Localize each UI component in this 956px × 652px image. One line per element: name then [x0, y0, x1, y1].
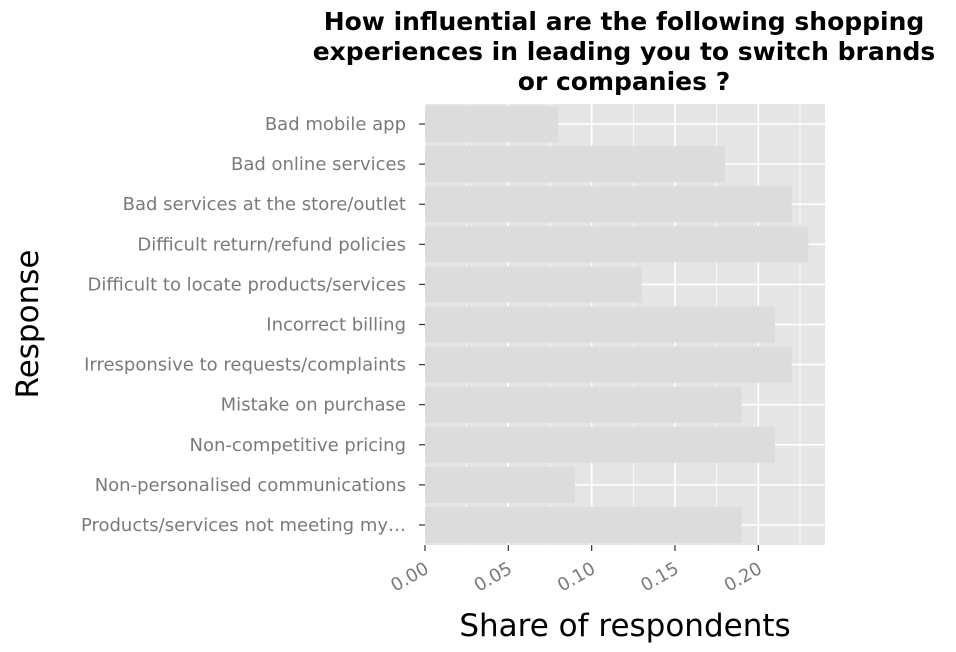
y-tick-label: Bad mobile app	[265, 114, 406, 135]
chart-title-line-1: How influential are the following shoppi…	[324, 7, 925, 36]
y-tick-label: Products/services not meeting my…	[81, 515, 406, 536]
bar	[425, 506, 742, 543]
y-tick-label: Non-competitive pricing	[190, 435, 406, 456]
y-tick-label: Bad services at the store/outlet	[123, 194, 406, 215]
x-tick-label: 0.10	[554, 558, 599, 596]
x-tick-label: 0.00	[387, 558, 432, 596]
x-axis-label: Share of respondents	[459, 608, 790, 644]
y-tick-label: Difficult return/refund policies	[137, 234, 406, 255]
x-tick-label: 0.15	[637, 558, 682, 596]
bar	[425, 266, 642, 303]
y-tick-label: Bad online services	[231, 154, 406, 175]
bar	[425, 106, 559, 143]
y-tick-label: Mistake on purchase	[221, 395, 406, 416]
bars	[425, 106, 809, 543]
bar	[425, 466, 575, 503]
y-tick-label: Non-personalised communications	[95, 475, 406, 496]
y-tick-label: Difficult to locate products/services	[88, 274, 406, 295]
chart-title-line-2: experiences in leading you to switch bra…	[313, 37, 936, 66]
chart-title: How influential are the following shoppi…	[313, 7, 936, 96]
y-axis-ticks: Bad mobile app Bad online services Bad ser…	[81, 114, 425, 536]
bar	[425, 386, 742, 423]
x-tick-label: 0.05	[471, 558, 516, 596]
y-tick-label: Incorrect billing	[266, 315, 406, 336]
y-axis-label: Response	[10, 250, 46, 399]
bar	[425, 306, 775, 343]
x-axis-ticks: 0.00 0.05 0.10 0.15 0.20	[387, 545, 766, 596]
chart-title-line-3: or companies ?	[518, 67, 730, 96]
y-tick-label: Irresponsive to requests/complaints	[84, 355, 406, 376]
bar	[425, 146, 725, 183]
bar	[425, 186, 792, 223]
bar	[425, 346, 792, 383]
x-tick-label: 0.20	[721, 558, 766, 596]
bar	[425, 226, 809, 263]
bar	[425, 426, 775, 463]
